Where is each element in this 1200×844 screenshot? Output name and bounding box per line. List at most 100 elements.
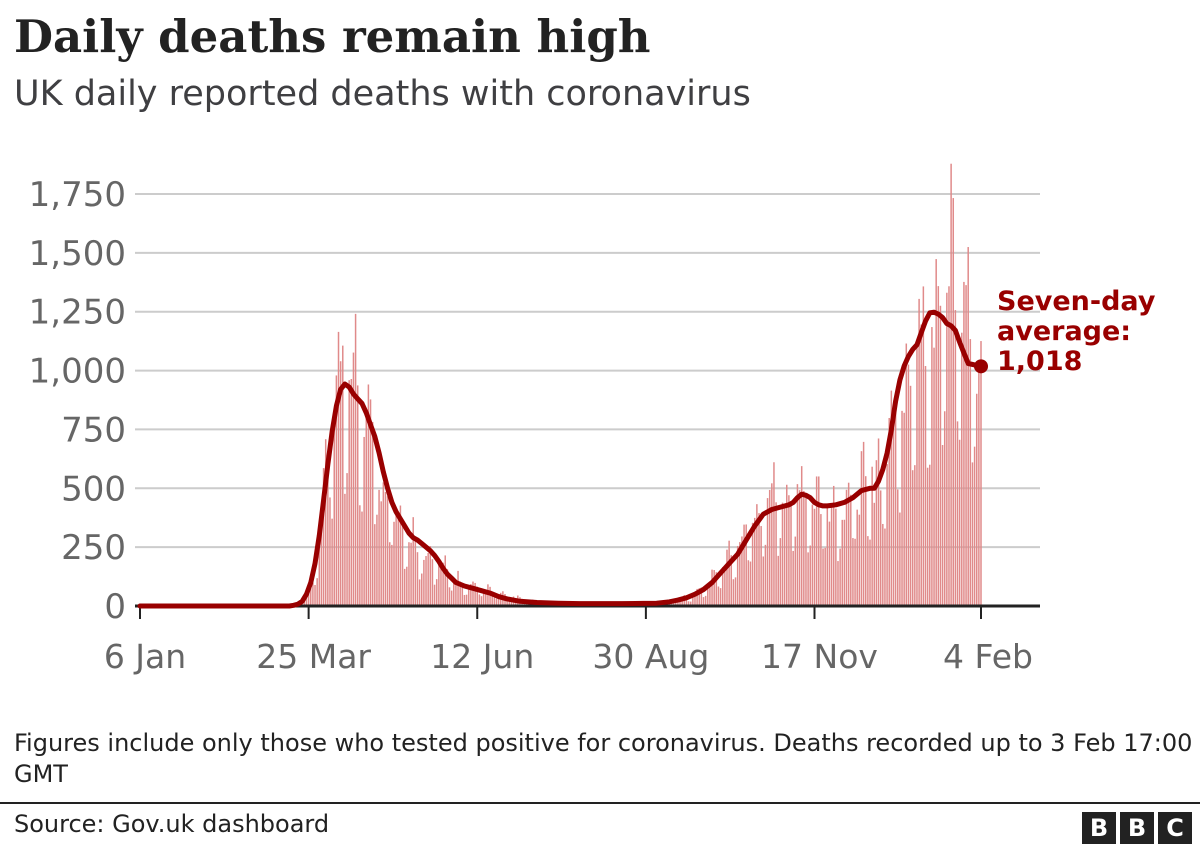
daily-bar [384,491,387,606]
daily-bar [467,588,470,606]
daily-bar [386,496,389,606]
daily-bar [342,345,344,606]
daily-bar [681,597,683,606]
daily-bar [354,313,357,606]
daily-bar [455,583,457,606]
daily-bar [408,542,410,606]
daily-bar [736,545,739,606]
daily-bar [862,441,865,606]
daily-bar [790,504,792,606]
daily-bar [971,462,974,606]
daily-bar [943,411,946,606]
daily-bar [698,588,700,606]
daily-bar [920,324,922,606]
daily-bar [380,501,382,606]
daily-bar [427,552,429,606]
daily-bar [924,366,927,606]
daily-bar [685,596,688,606]
daily-bar [760,526,762,606]
daily-bar [884,528,886,606]
daily-bar [707,586,709,606]
daily-bar [877,438,880,606]
x-tick-label: 25 Mar [256,637,371,676]
daily-bar [339,361,342,606]
daily-bar [713,570,715,606]
daily-bar [732,579,735,606]
daily-bar [813,508,816,606]
daily-bar [798,490,801,606]
daily-bar [331,518,333,606]
daily-bar [410,542,412,606]
daily-bar [472,581,474,606]
daily-bar [926,467,929,606]
daily-bar [762,556,765,606]
daily-bar [975,393,978,606]
daily-bar [312,582,314,606]
daily-bar [378,489,380,606]
daily-bar [907,364,910,606]
daily-bar [711,569,713,606]
daily-bar [909,385,912,606]
daily-bar [845,489,848,606]
daily-bar [739,542,741,606]
daily-bar [771,483,773,606]
daily-bar [818,476,820,606]
daily-bar [414,538,417,606]
daily-bar [824,547,826,606]
daily-bar [485,591,487,606]
daily-bar [322,468,325,606]
daily-bar [704,595,707,606]
daily-bar [397,512,400,606]
daily-bar [950,163,952,606]
daily-bar [395,512,397,606]
daily-bar [474,582,476,606]
daily-bar [850,494,852,606]
y-tick-label: 250 [61,528,126,568]
daily-bar [361,511,363,606]
daily-bar [796,484,799,606]
daily-bar [491,591,493,606]
bbc-logo-letter: C [1158,812,1192,844]
daily-bar [359,505,361,606]
seven-day-average-line [137,309,984,609]
daily-bar [702,597,705,606]
daily-bar [773,462,775,606]
daily-bar [382,482,385,606]
daily-bar [687,601,690,606]
daily-bar [320,523,323,606]
annotation-label: Seven-day [997,286,1156,317]
x-tick-label: 4 Feb [943,637,1033,676]
y-tick-label: 1,000 [29,352,126,392]
daily-bar [758,513,760,606]
daily-bar [401,521,404,606]
daily-bar [337,331,340,606]
daily-bar [461,586,464,606]
daily-bar [756,504,758,606]
daily-bar [792,550,794,606]
y-tick-label: 750 [61,410,126,450]
daily-bar [871,466,873,606]
daily-bar [786,484,788,606]
daily-bar [948,286,950,606]
daily-bar [388,542,391,606]
daily-bar [365,413,368,606]
daily-bar [717,586,720,606]
daily-bar [694,595,696,606]
daily-bar [724,571,726,606]
daily-bar [425,556,427,606]
daily-bar [457,570,459,606]
annotation-label: average: [997,316,1131,347]
daily-bar [856,509,858,606]
daily-bar [734,577,737,606]
daily-bar [777,555,779,606]
daily-bar [376,514,378,606]
daily-bar [450,590,453,606]
daily-bar [764,544,767,606]
daily-bar [956,421,959,606]
daily-bar [412,517,414,606]
daily-bar [869,539,871,606]
daily-bar [307,585,310,606]
daily-bar [832,485,835,606]
daily-bar [440,562,442,606]
